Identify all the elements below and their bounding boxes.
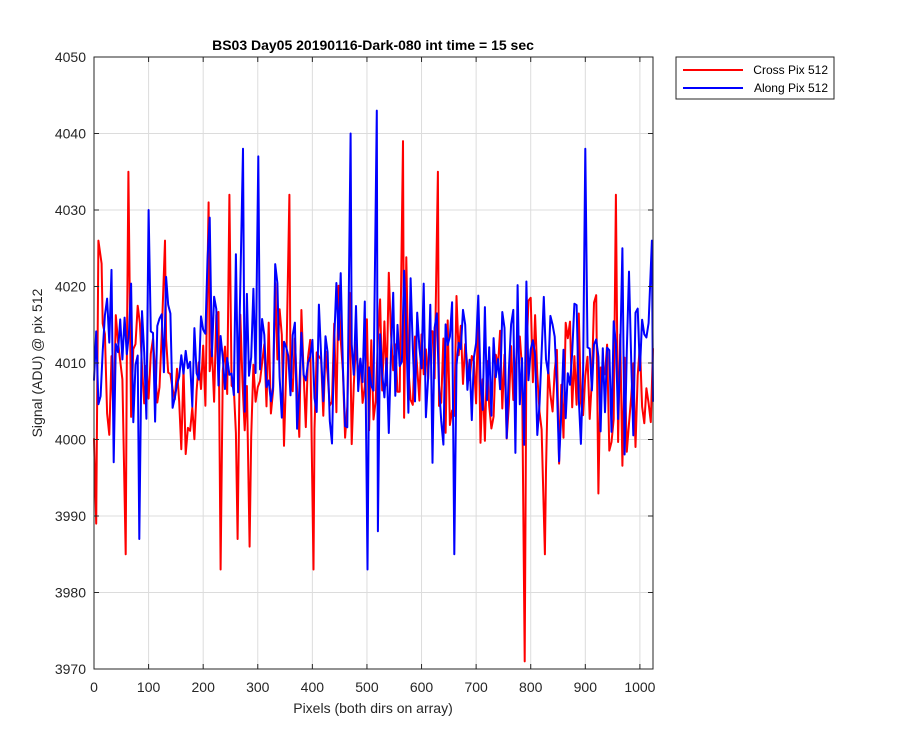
y-tick-label: 3970 xyxy=(55,661,86,677)
y-axis-label: Signal (ADU) @ pix 512 xyxy=(29,288,45,437)
x-tick-label: 500 xyxy=(355,679,379,695)
legend: Cross Pix 512 Along Pix 512 xyxy=(675,56,835,100)
y-tick-label: 4000 xyxy=(55,432,86,448)
x-tick-label: 600 xyxy=(410,679,434,695)
y-tick-label: 4020 xyxy=(55,279,86,295)
x-tick-label: 700 xyxy=(464,679,488,695)
y-tick-label: 3980 xyxy=(55,585,86,601)
series-line-along-pix-512 xyxy=(93,109,654,571)
y-tick-label: 3990 xyxy=(55,508,86,524)
x-tick-label: 100 xyxy=(137,679,161,695)
y-tick-label: 4050 xyxy=(55,49,86,65)
x-tick-label: 900 xyxy=(574,679,598,695)
x-tick-label: 200 xyxy=(192,679,216,695)
chart-title: BS03 Day05 20190116-Dark-080 int time = … xyxy=(212,37,534,53)
x-axis-label: Pixels (both dirs on array) xyxy=(293,700,453,716)
y-tick-label: 4040 xyxy=(55,126,86,142)
x-tick-labels: 0 100 200 300 400 500 600 700 800 900 1000 xyxy=(90,679,656,695)
legend-box xyxy=(675,56,835,100)
x-tick-label: 400 xyxy=(301,679,325,695)
x-tick-label: 1000 xyxy=(624,679,655,695)
x-tick-label: 0 xyxy=(90,679,98,695)
y-tick-label: 4010 xyxy=(55,355,86,371)
y-tick-labels: 3970 3980 3990 4000 4010 4020 4030 4040 4050 xyxy=(55,49,86,677)
legend-label-cross: Cross Pix 512 xyxy=(753,63,828,77)
axis-ticks xyxy=(93,56,653,670)
y-tick-label: 4030 xyxy=(55,202,86,218)
x-tick-label: 300 xyxy=(246,679,270,695)
series-lines xyxy=(93,109,654,663)
legend-label-along: Along Pix 512 xyxy=(754,81,828,95)
x-tick-label: 800 xyxy=(519,679,543,695)
